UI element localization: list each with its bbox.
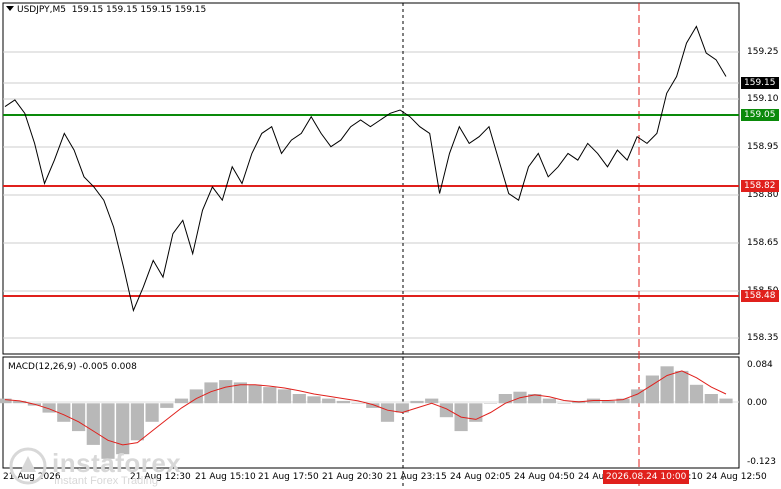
macd-tick: -0.123 [747,457,777,467]
macd-bar [483,403,498,404]
macd-bar [0,398,12,404]
macd-bar [322,398,336,404]
macd-bar [72,403,86,432]
macd-bar [645,375,659,404]
time-label: 21 Aug 12:30 [130,472,191,482]
watermark-tagline: Instant Forex Trading [54,475,158,487]
macd-bar [292,394,306,404]
price-tick: 158.35 [747,333,779,343]
macd-bar [130,403,144,441]
macd-bar [13,400,27,404]
macd-bar [439,403,453,418]
macd-bar [233,382,247,404]
symbol-label: USDJPY,M5 [17,5,66,15]
macd-bar [263,387,277,404]
macd-bar [528,394,542,404]
macd-bar [469,403,483,422]
macd-signal-line [4,370,727,446]
time-label: 21 Aug 20:30 [322,472,383,482]
time-label: 24 Aug 12:50 [706,472,767,482]
macd-bar [277,389,292,404]
green-level-tag: 159.05 [741,109,779,121]
macd-bar [189,389,203,404]
chart-title: USDJPY,M5 159.15 159.15 159.15 159.15 [6,5,206,15]
macd-bar [631,389,645,404]
ohlc-values: 159.15 159.15 159.15 159.15 [71,5,207,15]
macd-bar [425,398,439,404]
macd-tick: 0.00 [747,398,768,408]
macd-bar [101,403,115,459]
macd-bar [410,400,424,404]
macd-bar [116,403,130,455]
instaforex-logo-icon [9,447,47,485]
time-label: 24 Aug 04:50 [514,472,575,482]
price-grid [3,51,739,339]
red-level-tag-2: 158.48 [741,290,779,302]
time-label: 21 Aug 23:15 [386,472,447,482]
macd-bar [219,380,233,404]
macd-bar [174,398,189,404]
macd-bar [704,394,718,404]
price-tick: 158.65 [747,238,779,248]
macd-bar [601,400,615,404]
macd-bar [145,403,159,422]
macd-bar [542,398,556,404]
macd-bar [719,398,733,404]
time-label: 21 Aug 17:50 [258,472,319,482]
macd-bar [307,396,321,404]
price-tick: 158.80 [747,190,779,200]
macd-bar [57,403,71,422]
highlight-time-tag: 2026.08.24 10:00 [603,470,690,484]
macd-bar [689,384,704,404]
price-tick: 159.25 [747,47,779,57]
macd-bar [160,403,174,408]
macd-label: MACD(12,26,9) -0.005 0.008 [8,362,137,372]
time-label: 21 Aug 15:10 [195,472,256,482]
macd-bar [557,403,571,404]
macd-bar [336,400,350,404]
current-price-tag: 159.15 [741,77,779,89]
macd-bar [498,394,512,404]
macd-bar [248,384,262,404]
macd-bar [675,370,689,404]
time-label: 24 Aug 02:05 [450,472,511,482]
price-tick: 159.10 [747,94,779,104]
price-tick: 158.95 [747,142,779,152]
macd-histogram [0,366,733,459]
time-label: 21 Aug 2026 [3,472,61,482]
price-panel-frame [2,2,740,355]
macd-panel-frame [2,356,740,469]
macd-bar [395,403,409,413]
macd-bar [660,366,674,404]
macd-bar [366,403,380,408]
macd-bar [204,382,218,404]
macd-tick: 0.084 [747,360,773,370]
red-level-tag-1: 158.82 [741,180,779,192]
macd-bar [351,403,365,404]
price-line [4,25,727,313]
watermark-brand: instaforex [52,448,182,478]
macd-bar [616,398,630,404]
macd-bar [86,403,100,445]
macd-bar [380,403,395,422]
chevron-down-icon[interactable] [6,6,14,11]
macd-bar [42,403,56,413]
